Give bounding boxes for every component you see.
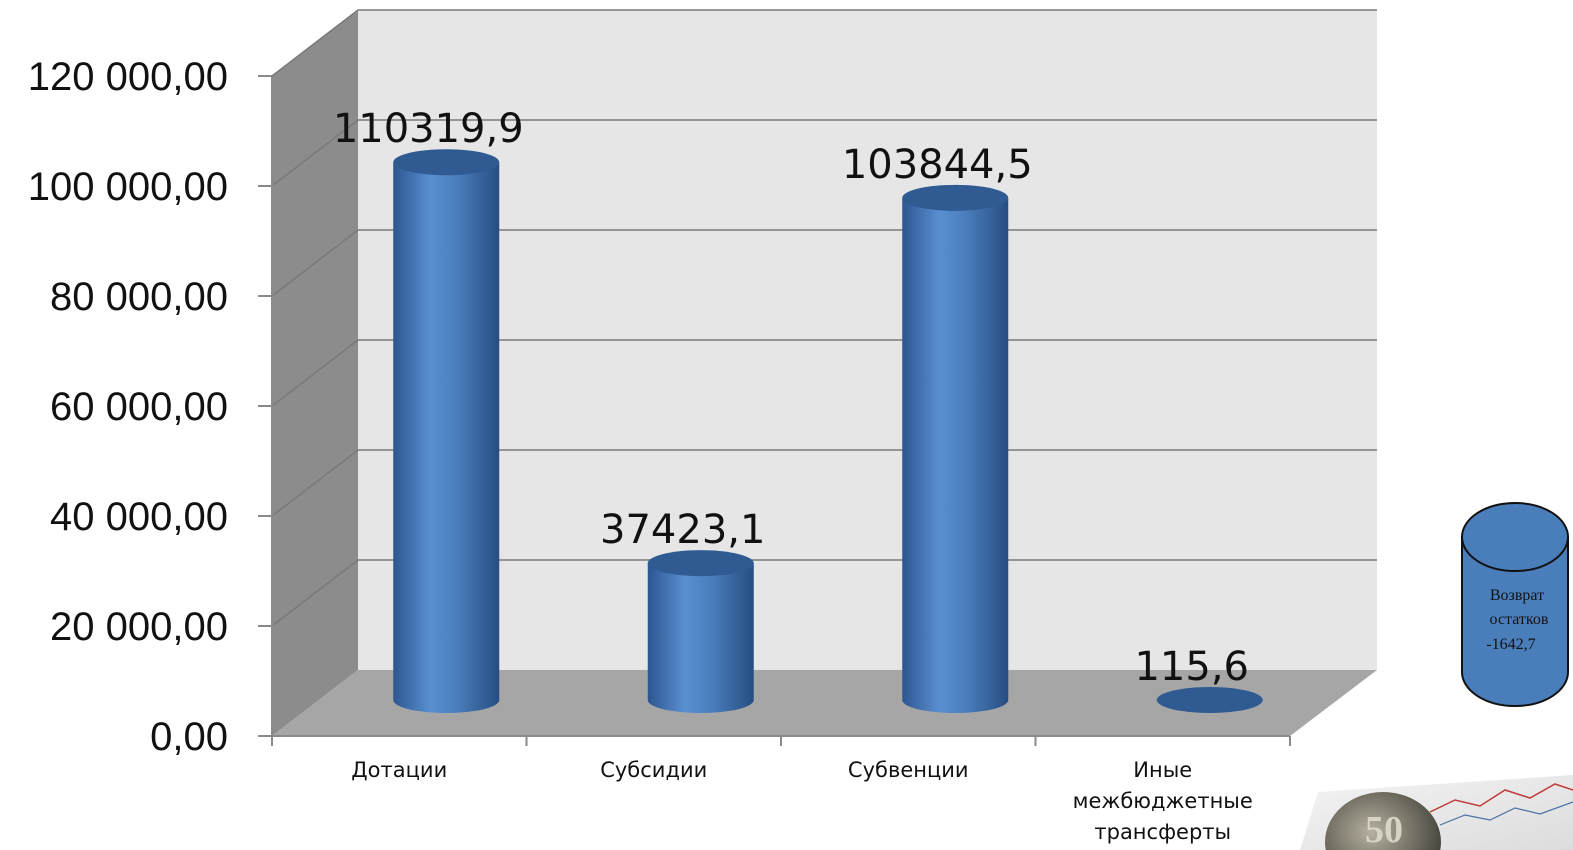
bar (902, 184, 1009, 714)
floor (272, 670, 1377, 736)
bar-body (393, 162, 500, 714)
y-axis: 0,00 20 000,00 40 000,00 60 000,00 80 000,00… (28, 55, 272, 759)
photo-graph-line-2 (1439, 801, 1573, 826)
gridline (271, 559, 1377, 627)
callout-line2: остатков (1490, 611, 1549, 628)
coin-text: 50 (1365, 809, 1403, 850)
data-label: 37423,1 (600, 507, 765, 553)
photo-graph-line (1429, 783, 1573, 813)
y-tick-label: 120 000,00 (28, 55, 228, 99)
x-category-label: Субсидии (600, 758, 707, 782)
callout-body (1461, 537, 1569, 707)
y-tick-label: 60 000,00 (50, 385, 228, 429)
data-label: 115,6 (1134, 644, 1249, 690)
bar (393, 149, 500, 714)
y-tick-label: 80 000,00 (50, 275, 228, 319)
callout-value: -1642,7 (1486, 636, 1535, 653)
callout-cylinder: Возврат остатков -1642,7 (1461, 502, 1569, 707)
coin-icon (1325, 792, 1441, 850)
bar-top (647, 550, 754, 577)
y-tick-label: 40 000,00 (50, 495, 228, 539)
bar (647, 550, 754, 714)
bars (393, 149, 1263, 714)
data-labels: 110319,9 37423,1 103844,5 115,6 (333, 106, 1249, 690)
data-label: 103844,5 (842, 142, 1033, 188)
coin-photo: 50 (1300, 775, 1573, 850)
bar-top (902, 184, 1009, 211)
bar-top (1156, 687, 1263, 713)
callout-line1: Возврат (1490, 587, 1544, 604)
x-category-label: Субвенции (848, 758, 969, 782)
bar (1156, 687, 1263, 713)
x-category-label: Иные межбюджетные трансферты (1073, 758, 1253, 844)
bar-body (647, 563, 754, 714)
bar-body (902, 197, 1009, 714)
callout-top (1461, 502, 1569, 572)
gridline (271, 339, 1377, 407)
y-tick-label: 20 000,00 (50, 605, 228, 649)
gridline (271, 119, 1377, 187)
y-tick-label: 0,00 (150, 715, 228, 759)
gridline (271, 229, 1377, 297)
bar-top (393, 149, 500, 176)
x-axis: Дотации Субсидии Субвенции Иные межбюджетные… (271, 736, 1291, 844)
data-label: 110319,9 (333, 106, 524, 152)
y-tick-label: 100 000,00 (28, 165, 228, 209)
gridline (271, 9, 1377, 77)
gridline (271, 449, 1377, 517)
gridlines (271, 9, 1377, 627)
x-category-label: Дотации (351, 758, 447, 782)
